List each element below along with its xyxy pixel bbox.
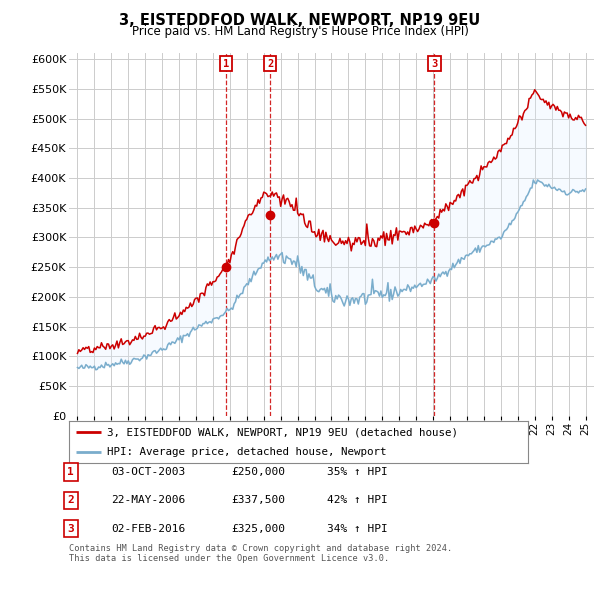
Text: 22-MAY-2006: 22-MAY-2006	[111, 496, 185, 505]
Text: Contains HM Land Registry data © Crown copyright and database right 2024.: Contains HM Land Registry data © Crown c…	[69, 545, 452, 553]
Text: 02-FEB-2016: 02-FEB-2016	[111, 524, 185, 533]
Text: Price paid vs. HM Land Registry's House Price Index (HPI): Price paid vs. HM Land Registry's House …	[131, 25, 469, 38]
Text: 2: 2	[267, 58, 274, 68]
Text: £250,000: £250,000	[231, 467, 285, 477]
Text: 2: 2	[67, 496, 74, 505]
Text: HPI: Average price, detached house, Newport: HPI: Average price, detached house, Newp…	[107, 447, 386, 457]
Text: 1: 1	[223, 58, 229, 68]
Text: £325,000: £325,000	[231, 524, 285, 533]
Text: 35% ↑ HPI: 35% ↑ HPI	[327, 467, 388, 477]
Text: 3: 3	[67, 524, 74, 533]
Text: 34% ↑ HPI: 34% ↑ HPI	[327, 524, 388, 533]
Text: 1: 1	[67, 467, 74, 477]
Text: 42% ↑ HPI: 42% ↑ HPI	[327, 496, 388, 505]
Text: 3, EISTEDDFOD WALK, NEWPORT, NP19 9EU: 3, EISTEDDFOD WALK, NEWPORT, NP19 9EU	[119, 13, 481, 28]
Text: This data is licensed under the Open Government Licence v3.0.: This data is licensed under the Open Gov…	[69, 554, 389, 563]
Text: £337,500: £337,500	[231, 496, 285, 505]
Text: 3: 3	[431, 58, 437, 68]
Text: 03-OCT-2003: 03-OCT-2003	[111, 467, 185, 477]
Text: 3, EISTEDDFOD WALK, NEWPORT, NP19 9EU (detached house): 3, EISTEDDFOD WALK, NEWPORT, NP19 9EU (d…	[107, 427, 458, 437]
